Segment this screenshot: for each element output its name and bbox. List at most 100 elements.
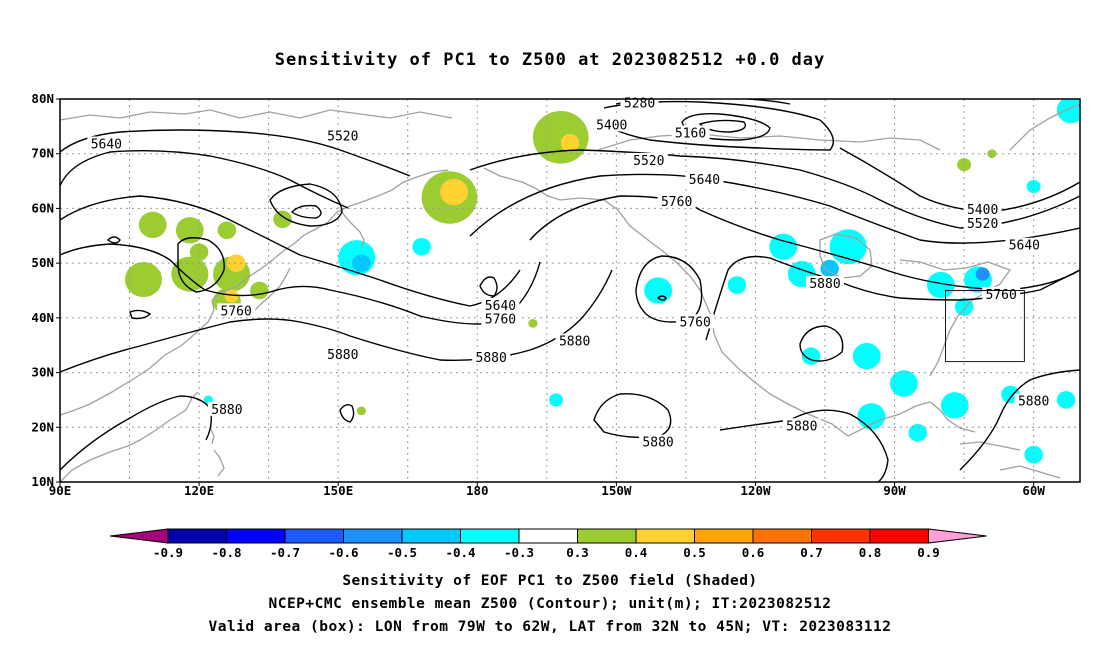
contour-label-bg [676,314,715,329]
negative-sensitivity-area [889,370,918,397]
contour-5880-na [705,255,1080,341]
negative-sensitivity-area [1056,99,1080,124]
lon-tick-label: 90E [49,483,72,498]
contour-label: 5760 [680,315,711,330]
colorbar-box [284,528,344,544]
contour-label: 5280 [624,96,655,111]
contour-label: 5760 [221,304,252,319]
contour-label-bg [87,136,126,151]
colorbar-max-triangle [928,528,987,544]
coastline-caribbean [959,441,1021,451]
contour-label-bg [1014,393,1053,408]
lat-tick-label: 80N [31,91,54,106]
contour-5880-atl [959,369,1080,471]
contour-labels: 5280516054005520564055205640576054005520… [87,95,1053,451]
contour-label-bg [481,297,520,312]
negative-sensitivity-area [954,298,974,316]
contour-5160-low [681,112,771,141]
colorbar-box [694,528,754,544]
colorbar-box [226,528,286,544]
contour-5520-asia [60,129,411,177]
contour-label-bg [1005,237,1044,252]
contour-label: 5760 [485,313,516,328]
lat-tick-label: 30N [31,365,54,380]
caption-contour: NCEP+CMC ensemble mean Z500 (Contour); u… [268,596,832,612]
positive-sensitivity-area [226,254,246,272]
contour-closed-pac1 [269,183,343,227]
lon-tick-label: 150E [323,483,353,498]
positive-sensitivity-area [356,406,367,416]
contour-closed-tx [799,325,844,362]
colorbar-min-triangle [109,528,169,544]
colorbar-box [460,528,520,544]
contour-5520-pac [469,149,1080,229]
contour-label-bg [207,401,246,416]
caption-valid-area: Valid area (box): LON from 79W to 62W, L… [208,619,892,635]
colorbar-label: 0.9 [917,545,940,560]
positive-sensitivity-area [532,111,589,164]
map-frame [59,98,1081,483]
contour-5880-south [60,395,213,471]
contour-label: 5520 [327,129,358,144]
colorbar-box [577,528,637,544]
colorbar-box [869,528,929,544]
contour-label: 5520 [967,217,998,232]
colorbar-box [401,528,461,544]
contour-5760-cutoff [635,255,703,323]
contour-label: 5520 [633,154,664,169]
positive-sensitivity-area [250,281,269,300]
colorbar-label: 0.7 [800,545,823,560]
positive-sensitivity-area [528,318,538,328]
colorbar-label: -0.3 [504,545,534,560]
contour-label-bg [323,347,362,362]
lon-tick-label: 60W [1022,483,1045,498]
contour-label-bg [639,434,678,449]
negative-sensitivity-area [412,237,431,256]
contour-label: 5760 [661,195,692,210]
colorbar-label: 0.5 [683,545,706,560]
positive-sensitivity-area [124,262,162,298]
coastline-southamerica [999,465,1061,479]
coastline-gulf [847,401,976,437]
colorbar-label: 0.3 [566,545,589,560]
contour-5400-ak [603,100,834,151]
negative-sensitivity-area [1056,391,1076,409]
lat-tick-label: 60N [31,200,54,215]
negative-sensitivity-area [820,259,839,278]
lon-tick-label: 120W [740,483,771,498]
contour-label: 5880 [642,436,673,451]
positive-sensitivity-area [175,217,204,244]
contour-closed-dateline [479,276,498,297]
valid-area-box [945,290,1025,363]
contour-label-bg [555,333,594,348]
lon-tick-label: 180 [466,483,489,498]
positive-sensitivity-area [138,211,167,238]
positive-sensitivity-area [957,158,972,172]
colorbar-box [752,528,812,544]
contour-label-bg [685,172,724,187]
colorbar-label: -0.9 [153,545,183,560]
negative-sensitivity-area [908,424,928,442]
negative-sensitivity-area [1080,118,1099,136]
contour-closed-asia2 [129,309,152,320]
contour-label: 5160 [675,127,706,142]
positive-sensitivity-area [273,210,292,229]
coastline-philippines [213,449,225,477]
colorbar-box [167,528,227,544]
positive-sensitivity-area [440,178,468,206]
colorbar-label: 0.4 [625,545,648,560]
colorbar-label: -0.4 [445,545,475,560]
negative-sensitivity-area [940,392,969,419]
colorbar-label: -0.8 [211,545,241,560]
negative-sensitivity-area [1026,179,1041,194]
colorbar-box [343,528,403,544]
contour-label: 5640 [91,138,122,153]
coastline-asia [60,169,449,416]
coastline-arctic-canada [597,133,941,151]
negative-sensitivity-area [727,276,747,294]
contour-label: 5400 [596,118,627,133]
contour-label-bg [671,125,710,140]
contour-closed-small [656,295,667,301]
contour-label: 5640 [1009,239,1040,254]
